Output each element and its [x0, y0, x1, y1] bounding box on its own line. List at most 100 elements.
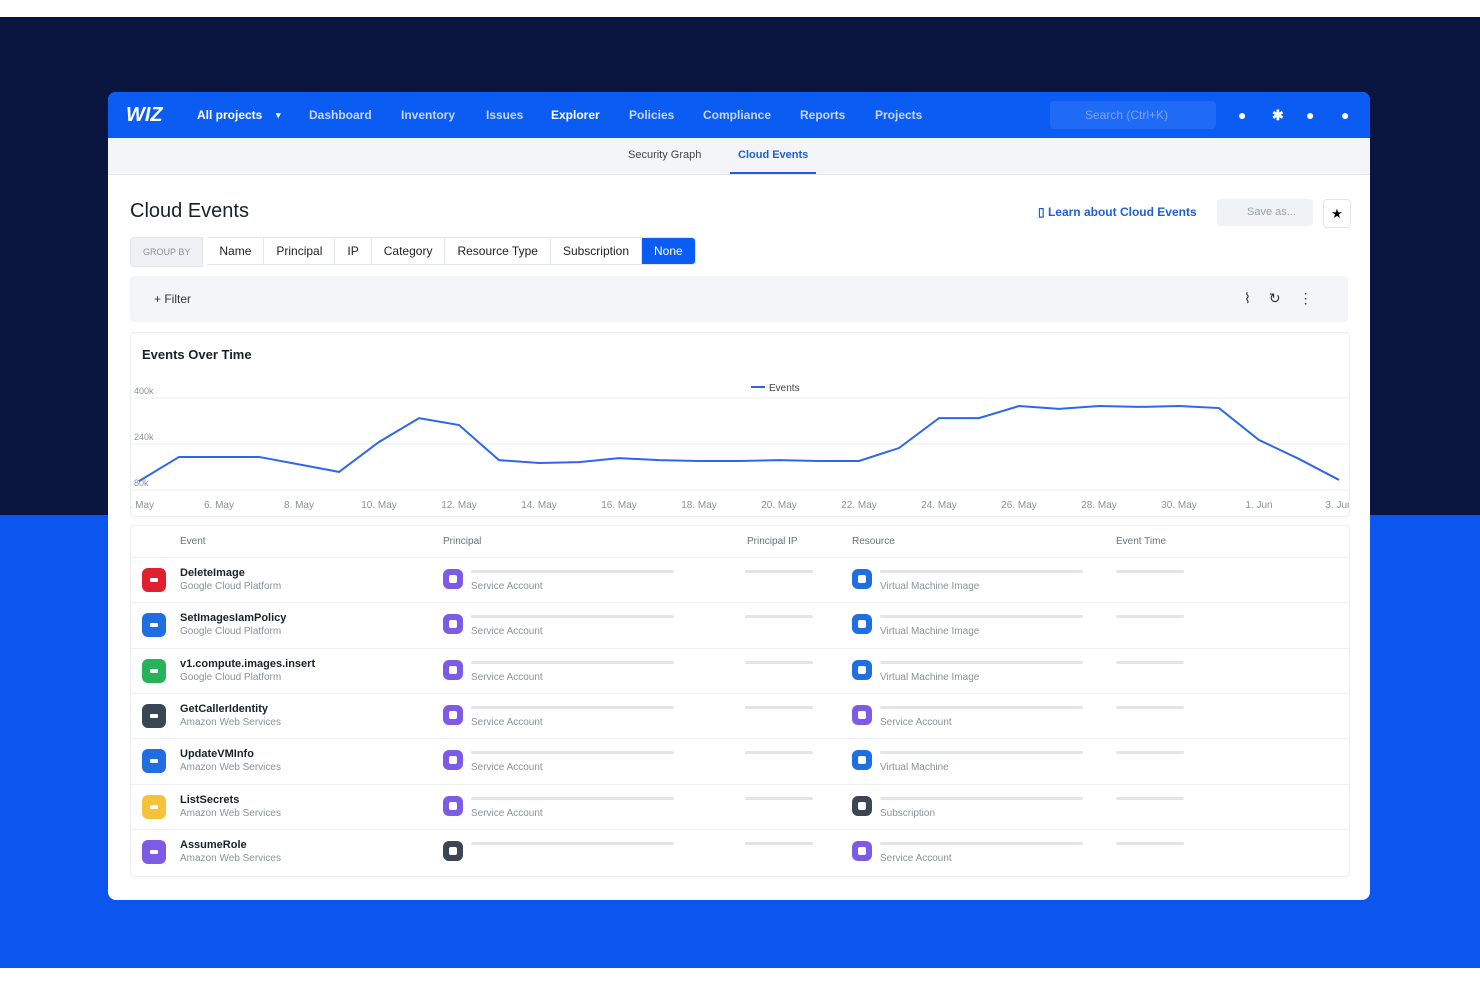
principal-type: Service Account [471, 581, 543, 592]
app-window: WIZ All projects ▾ Search (Ctrl+K) ● ✱ ●… [108, 92, 1370, 900]
group-by-option[interactable]: None [642, 237, 696, 265]
top-nav: WIZ All projects ▾ Search (Ctrl+K) ● ✱ ●… [108, 92, 1370, 138]
event-name: ListSecrets [180, 793, 240, 806]
nav-item[interactable]: Issues [486, 108, 524, 122]
x-tick-label: 6. May [204, 500, 234, 511]
principal-type: Service Account [471, 762, 543, 774]
x-tick-label: 20. May [761, 500, 797, 511]
column-header: Principal IP [747, 536, 798, 547]
table-row[interactable]: GetCallerIdentity Amazon Web Services Serv… [131, 692, 1349, 739]
resource-type: Service Account [880, 852, 952, 864]
search-box[interactable]: Search (Ctrl+K) [1050, 101, 1216, 129]
group-by-label: GROUP BY [130, 237, 204, 267]
event-icon [142, 613, 166, 638]
logo[interactable]: WIZ [126, 104, 163, 126]
sub-tab[interactable]: Cloud Events [730, 138, 817, 174]
group-by-option[interactable]: Category [371, 237, 446, 265]
resource-type: Virtual Machine Image [880, 581, 980, 592]
principal-type: Service Account [471, 671, 543, 683]
x-tick-label: 16. May [601, 500, 637, 511]
group-by-option[interactable]: Resource Type [445, 237, 551, 265]
column-header: Event Time [1116, 536, 1167, 547]
table-row[interactable]: SetImagesIamPolicy Google Cloud Platform S… [131, 602, 1349, 648]
principal-icon [443, 795, 463, 816]
resource-icon [852, 704, 872, 725]
x-tick-label: 30. May [1161, 500, 1197, 511]
project-select[interactable]: All projects [197, 108, 263, 122]
toolbar-icons[interactable]: ⌇↻⋮ [1244, 290, 1331, 306]
resource-icon [852, 795, 872, 816]
learn-link-text[interactable]: Learn about Cloud Events [1047, 205, 1197, 219]
principal-icon [443, 659, 463, 680]
event-provider: Google Cloud Platform [180, 626, 282, 638]
x-tick-label: 8. May [284, 500, 314, 511]
group-by: GROUP BY Name Principal IP Category Resource … [130, 237, 696, 267]
x-tick-label: 22. May [841, 500, 877, 511]
nav-item[interactable]: Inventory [401, 108, 456, 122]
nav-item[interactable]: Reports [800, 108, 846, 122]
principal-icon [443, 614, 463, 635]
nav-item[interactable]: Policies [629, 108, 675, 122]
resource-icon [852, 659, 872, 680]
placeholder [471, 570, 674, 573]
group-by-option[interactable]: Principal [264, 237, 336, 265]
event-name: GetCallerIdentity [180, 702, 269, 715]
event-name: SetImagesIamPolicy [180, 612, 287, 625]
principal-icon [443, 750, 463, 771]
help-icon[interactable]: ● [1306, 107, 1315, 123]
table-row[interactable]: AssumeRole Amazon Web Services Service Acc… [131, 828, 1349, 875]
x-tick-label: 26. May [1001, 500, 1037, 511]
placeholder [880, 660, 1083, 664]
placeholder [471, 705, 674, 709]
nav-item[interactable]: Compliance [703, 108, 772, 122]
nav-item[interactable]: Projects [875, 108, 923, 122]
table-row[interactable]: UpdateVMInfo Amazon Web Services Service A… [131, 738, 1349, 784]
table-row[interactable]: DeleteImage Google Cloud Platform Service … [131, 557, 1349, 603]
resource-icon [852, 569, 872, 589]
filter-button[interactable]: + Filter [154, 292, 192, 306]
series-line [138, 405, 1340, 482]
star-button[interactable]: ★ [1323, 199, 1351, 228]
x-tick-label: 28. May [1081, 500, 1117, 511]
y-tick-label: 80k [134, 478, 149, 488]
group-by-option[interactable]: Name [207, 237, 265, 265]
x-tick-label: 18. May [681, 500, 717, 511]
learn-link[interactable]: ▯ Learn about Cloud Events [1038, 205, 1197, 219]
save-button[interactable]: Save as... [1217, 199, 1313, 226]
placeholder [880, 751, 1083, 755]
event-provider: Google Cloud Platform [180, 581, 282, 592]
nav-item[interactable]: Explorer [551, 108, 600, 122]
legend-label: Events [769, 383, 800, 394]
settings-icon[interactable]: ✱ [1272, 107, 1284, 123]
nav-item[interactable]: Dashboard [309, 108, 372, 122]
resource-icon [852, 614, 872, 635]
table-row[interactable]: v1.compute.images.insert Google Cloud Pla… [131, 647, 1349, 694]
bell-icon[interactable]: ● [1238, 107, 1247, 123]
table-row[interactable]: ListSecrets Amazon Web Services Service Ac… [131, 783, 1349, 830]
events-table: Event Principal Principal IP Resource Event … [130, 525, 1350, 877]
group-by-option[interactable]: IP [335, 237, 372, 265]
placeholder [1116, 660, 1184, 664]
event-icon [142, 839, 166, 864]
sub-tab[interactable]: Security Graph [628, 149, 702, 161]
placeholder [1116, 570, 1184, 573]
placeholder [1116, 796, 1184, 800]
event-icon [142, 703, 166, 728]
resource-type: Virtual Machine Image [880, 671, 980, 683]
user-icon[interactable]: ● [1341, 107, 1350, 123]
event-name: UpdateVMInfo [180, 748, 254, 761]
x-tick-label: 3. Jun [1325, 500, 1349, 511]
principal-type: Service Account [471, 716, 543, 728]
resource-type: Virtual Machine [880, 762, 949, 774]
group-by-option[interactable]: Subscription [550, 237, 642, 265]
filter-bar: + Filter ⌇↻⋮ [130, 276, 1348, 322]
event-icon [142, 749, 166, 774]
event-icon [142, 794, 166, 819]
column-header: Resource [852, 536, 895, 547]
column-header: Principal [443, 536, 482, 547]
principal-icon [443, 704, 463, 725]
event-provider: Google Cloud Platform [180, 671, 282, 683]
page-title: Cloud Events [130, 200, 249, 222]
placeholder [745, 841, 813, 845]
